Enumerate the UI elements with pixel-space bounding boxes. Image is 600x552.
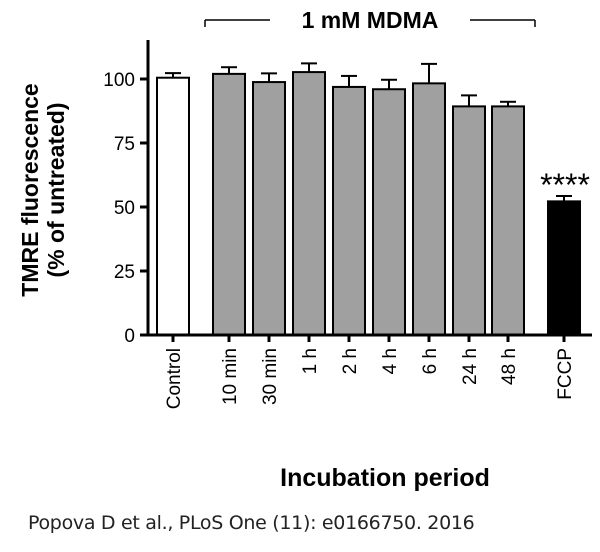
x-axis: Control 10 min 30 min 1 h 2 h 4 h 6 h 24 h 48 h F… [148, 333, 592, 409]
bar-4-h [372, 88, 406, 336]
x-tick-label: 30 min [260, 348, 281, 405]
x-tick-label: 10 min [220, 348, 241, 405]
bar-1-h [292, 71, 326, 336]
y-tick-label: 50 [114, 198, 135, 219]
x-tick-label: 48 h [499, 348, 520, 385]
y-axis-label-line1: TMRE fluorescence [17, 83, 43, 296]
y-tick-label: 25 [114, 262, 135, 283]
bar-30-min [252, 81, 286, 336]
y-tick-label: 75 [114, 134, 135, 155]
group-label: 1 mM MDMA [302, 7, 439, 33]
bar-2-h [332, 85, 366, 336]
bar-24-h [452, 105, 486, 336]
credit-text: Popova D et al., PLoS One (11): e0166750… [28, 512, 475, 534]
x-tick-label: 24 h [460, 348, 481, 385]
x-tick-label: FCCP [555, 348, 576, 400]
bar-6-h [412, 82, 446, 336]
y-axis-label-line2: (% of untreated) [43, 102, 69, 277]
x-tick-label: Control [164, 348, 185, 409]
bar-48-h [491, 105, 525, 336]
y-tick-label: 100 [103, 70, 135, 91]
bars [156, 62, 581, 336]
x-tick-label: 2 h [340, 348, 361, 374]
group-bracket: 1 mM MDMA [204, 7, 536, 33]
significance-marker: **** [540, 167, 590, 203]
bar-fccp [547, 200, 581, 336]
y-axis: 0 25 50 75 100 [103, 40, 150, 347]
y-tick-label: 0 [124, 326, 135, 347]
x-tick-label: 1 h [300, 348, 321, 374]
x-tick-label: 4 h [380, 348, 401, 374]
bar-10-min [212, 72, 246, 336]
x-tick-label: 6 h [420, 348, 441, 374]
x-axis-label: Incubation period [280, 464, 490, 492]
bar-control [156, 76, 190, 336]
